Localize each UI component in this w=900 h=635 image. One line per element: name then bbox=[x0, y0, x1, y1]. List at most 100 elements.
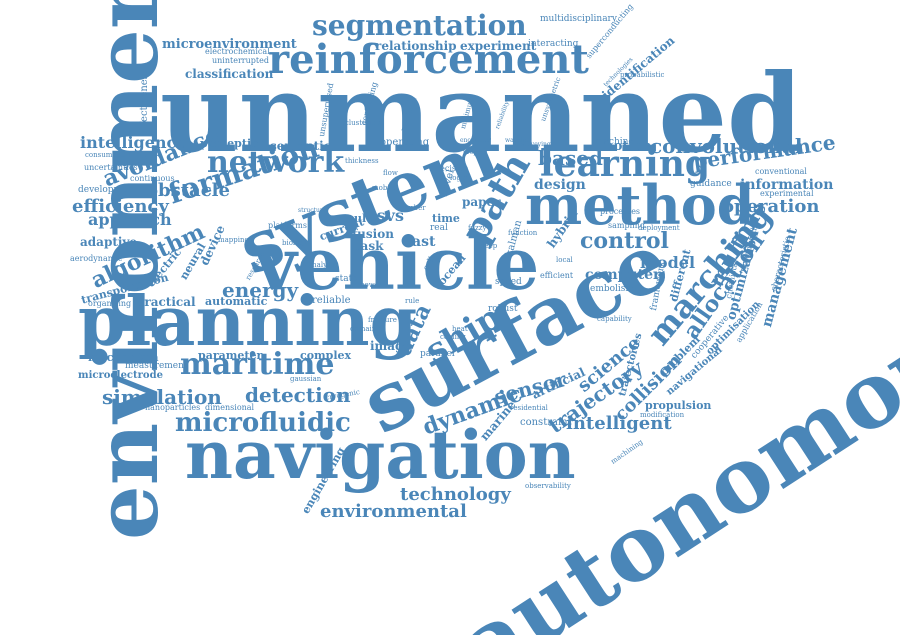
word-development: development bbox=[78, 185, 137, 195]
word-continuous: continuous bbox=[130, 174, 175, 183]
word-wavelet: wavelet bbox=[505, 137, 529, 144]
word-navigation: navigation bbox=[185, 416, 576, 494]
word-machine: machine bbox=[595, 137, 634, 147]
word-deployment: deployment bbox=[638, 224, 680, 232]
word-microfluidic: microfluidic bbox=[175, 408, 351, 438]
word-robust: robust bbox=[488, 304, 518, 314]
word-fracture: fracture bbox=[368, 316, 397, 324]
word-domain: domain bbox=[350, 325, 377, 333]
word-nanoparticles: nanoparticles bbox=[145, 403, 201, 412]
word-power: power bbox=[360, 281, 383, 289]
word-intelligent: intelligent bbox=[566, 413, 672, 434]
word-machining: machining bbox=[609, 437, 645, 466]
word-practical: practical bbox=[136, 295, 196, 309]
word-platforms: platforms bbox=[268, 221, 307, 230]
word-sampling: sampling bbox=[608, 221, 645, 230]
word-fast: fast bbox=[406, 234, 436, 250]
word-multidisciplinary: multidisciplinary bbox=[540, 14, 617, 24]
word-method: method bbox=[525, 173, 755, 237]
word-surveying: surveying bbox=[521, 141, 551, 148]
word-perception: perception bbox=[200, 137, 267, 150]
word-speed: speed bbox=[495, 277, 522, 287]
word-paper: paper bbox=[462, 195, 501, 209]
word-classification: classification bbox=[185, 67, 274, 81]
word-biology: biology bbox=[282, 239, 308, 247]
word-measurement: measurement bbox=[125, 361, 188, 371]
word-computer: computer bbox=[585, 267, 661, 283]
word-segmentation: segmentation bbox=[312, 9, 527, 42]
word-based: based bbox=[538, 146, 603, 170]
word-encounter: encounter bbox=[460, 137, 491, 144]
word-relationship: relationship bbox=[375, 39, 457, 53]
word-efficiency: efficiency bbox=[72, 196, 169, 217]
word-modification: modification bbox=[640, 411, 685, 419]
word-local: local bbox=[556, 256, 573, 264]
word-uncertainties: uncertainties bbox=[84, 163, 138, 172]
word-constraint: constraint bbox=[520, 417, 572, 428]
word-planning: planning bbox=[78, 282, 418, 362]
word-mechanism: mechanism bbox=[88, 351, 159, 364]
word-interacting: interacting bbox=[528, 39, 579, 49]
word-propulsion: propulsion bbox=[645, 399, 712, 412]
word-propose: propose bbox=[463, 149, 488, 156]
word-technology: technology bbox=[400, 484, 511, 505]
word-flow: flow bbox=[383, 169, 398, 177]
word-task: task bbox=[355, 239, 384, 253]
word-aerodynamic: aerodynamic bbox=[70, 254, 123, 263]
word-number: number bbox=[398, 204, 426, 212]
word-electrochemical: electrochemical bbox=[205, 47, 270, 56]
word-state: state bbox=[335, 274, 358, 284]
word-automatic: automatic bbox=[205, 295, 268, 308]
word-structure: structure bbox=[298, 207, 327, 214]
word-gaussian: gaussian bbox=[290, 375, 322, 383]
word-detection: detection bbox=[245, 383, 351, 407]
word-residential: residential bbox=[510, 404, 548, 412]
word-reinforcement: reinforcement bbox=[268, 36, 589, 83]
word-usvs: usvs bbox=[365, 206, 404, 225]
word-dimensional: dimensional bbox=[205, 403, 255, 412]
word-reliable: reliable bbox=[312, 295, 351, 306]
word-obstacle: obstacle bbox=[146, 180, 230, 201]
word-microenvironment: microenvironment bbox=[162, 37, 297, 52]
word-parameter: parameter bbox=[198, 349, 263, 362]
word-time: time bbox=[432, 212, 460, 225]
word-analysis: analysis bbox=[308, 261, 337, 269]
word-intelligence: intelligence bbox=[80, 133, 187, 152]
word-estimation: estimation bbox=[112, 215, 155, 224]
word-function: function bbox=[508, 229, 538, 237]
word-energy: energy bbox=[222, 278, 299, 302]
word-approach: approach bbox=[88, 210, 172, 229]
word-design: design bbox=[534, 177, 586, 193]
word-rule: rule bbox=[405, 297, 420, 305]
word-environmental: environmental bbox=[320, 501, 467, 522]
word-maritime: maritime bbox=[180, 347, 335, 382]
word-model: model bbox=[640, 253, 696, 272]
word-capability: capability bbox=[597, 315, 632, 323]
word-decision: decision bbox=[435, 164, 469, 173]
word-unmanned: unmanned bbox=[160, 51, 803, 177]
word-vehicle: vehicle bbox=[255, 221, 540, 306]
word-real: real bbox=[430, 223, 448, 233]
word-semantic: semantic bbox=[270, 139, 331, 153]
word-simulation: simulation bbox=[102, 385, 222, 409]
word-consumption: consumption bbox=[85, 151, 131, 159]
word-fusion: fusion bbox=[352, 227, 394, 241]
word-microelectrode: microelectrode bbox=[78, 370, 163, 381]
word-image: image bbox=[370, 339, 412, 353]
word-probabilistic: probabilistic bbox=[620, 71, 665, 79]
word-uninterrupted: uninterrupted bbox=[212, 56, 269, 65]
word-guidance: guidance bbox=[690, 179, 732, 189]
word-heat: heat bbox=[452, 325, 468, 333]
word-convolutional: convolutional bbox=[650, 134, 803, 158]
word-control: control bbox=[580, 228, 669, 254]
word-processes: processes bbox=[600, 207, 641, 216]
word-learning: learning bbox=[540, 143, 711, 185]
word-complex: complex bbox=[300, 349, 352, 362]
word-adaptive: adaptive bbox=[80, 235, 138, 249]
word-operating: operating bbox=[380, 137, 430, 148]
word-experiment: experiment bbox=[460, 39, 537, 53]
word-experimental: experimental bbox=[760, 189, 814, 198]
word-mobile: mobile bbox=[372, 184, 396, 192]
word-organising: organising bbox=[88, 299, 132, 308]
